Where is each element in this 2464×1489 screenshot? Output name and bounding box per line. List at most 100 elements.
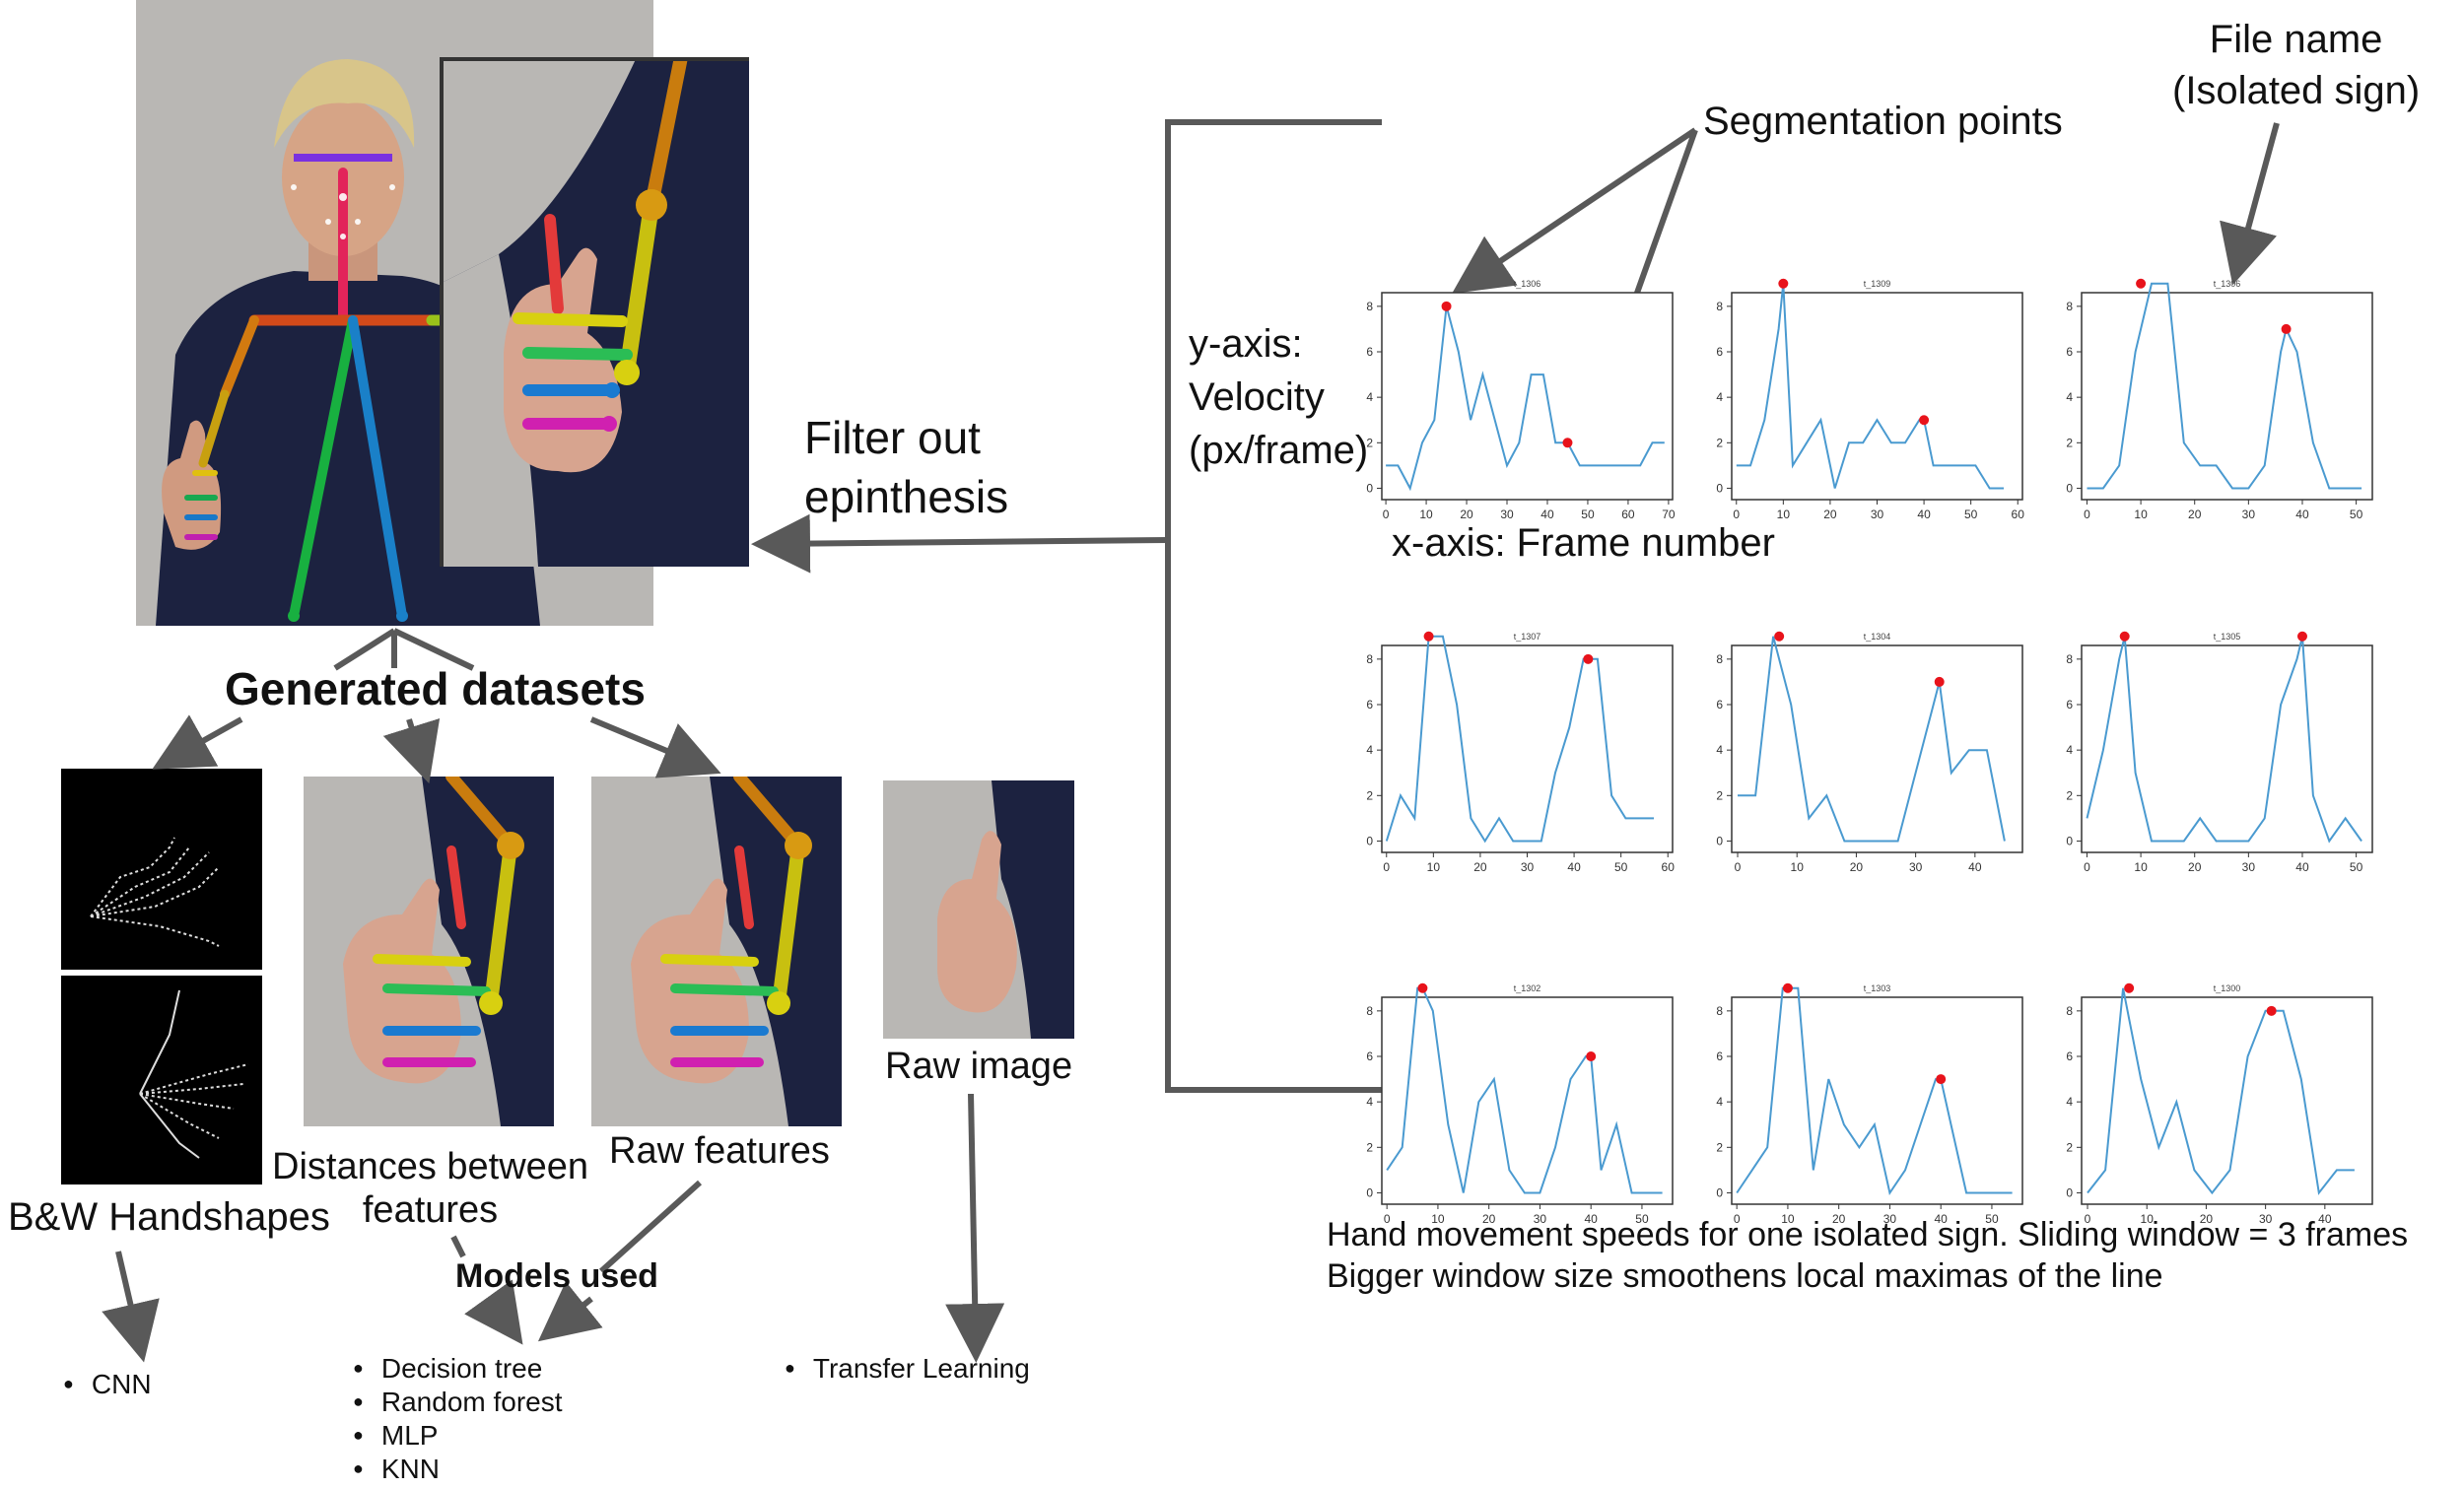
x-tick-label: 10 [2141,1212,2155,1226]
segmentation-point [1934,676,1945,687]
x-tick-label: 30 [1500,508,1514,521]
chart-title: t_1300 [2214,983,2241,993]
y-tick-label: 6 [1716,1049,1723,1063]
model-mlp: MLP [353,1419,439,1455]
x-tick-label: 20 [1473,860,1487,874]
y-tick-label: 8 [2066,1004,2073,1018]
chart-title: t_1307 [1514,632,1541,642]
y-tick-label: 4 [2066,1095,2073,1109]
segmentation-points-annotation: Segmentation points [1703,100,2063,143]
segmentation-point [2281,323,2292,334]
chart-frame [1731,292,2023,501]
y-tick-label: 4 [1716,743,1723,757]
x-tick-label: 30 [1909,860,1923,874]
x-tick-label: 50 [1985,1212,1999,1226]
bw-handshape-image-2 [61,976,262,1184]
chart-title: t_1302 [1514,983,1541,993]
caption-line-1: Hand movement speeds for one isolated si… [1327,1216,2409,1253]
model-knn: KNN [353,1453,440,1489]
segmentation-point [1423,631,1434,642]
models-used-heading: Models used [455,1257,658,1295]
bw-handshape-image-1 [61,769,262,970]
distances-label: Distances between features [272,1146,589,1231]
chart-title: t_1309 [1864,279,1891,289]
chart-title: t_1305 [2214,632,2241,642]
x-tick-label: 10 [1777,508,1791,521]
distances-image [304,777,554,1126]
x-tick-label: 20 [1482,1212,1496,1226]
x-tick-label: 20 [1460,508,1473,521]
x-tick-label: 20 [2188,860,2202,874]
segmentation-point [1417,982,1428,993]
x-tick-label: 50 [2350,860,2363,874]
x-tick-label: 20 [1850,860,1864,874]
y-tick-label: 0 [1366,1185,1373,1199]
raw-image-label: Raw image [885,1046,1073,1087]
x-tick-label: 0 [1384,1212,1391,1226]
segmentation-point [1919,415,1930,426]
y-tick-label: 0 [1716,834,1723,847]
x-tick-label: 40 [1567,860,1581,874]
x-tick-label: 0 [2084,508,2090,521]
segmentation-point [1774,631,1785,642]
y-tick-label: 4 [2066,743,2073,757]
x-tick-label: 60 [2012,508,2025,521]
y-tick-label: 2 [1716,1140,1723,1154]
y-tick-label: 2 [1716,436,1723,449]
y-tick-label: 2 [1366,788,1373,802]
caption-line-2: Bigger window size smoothens local maxim… [1327,1257,2163,1295]
y-tick-label: 0 [1716,481,1723,495]
chart-title: t_1303 [1864,983,1891,993]
y-tick-label: 8 [1716,652,1723,666]
chart-frame [1731,996,2023,1205]
x-tick-label: 40 [2318,1212,2332,1226]
file-name-annotation: File name (Isolated sign) [2172,18,2421,112]
x-tick-label: 30 [2242,860,2256,874]
x-tick-label: 20 [1823,508,1837,521]
segmentation-point [1936,1074,1947,1085]
chart-frame [2081,644,2373,853]
velocity-series-line [1386,305,1665,492]
y-tick-label: 0 [2066,834,2073,847]
velocity-series-line [1738,636,2006,843]
raw-image [883,780,1074,1039]
x-tick-label: 0 [1735,860,1742,874]
chart-frame [2081,292,2373,501]
model-cnn: CNN [63,1368,152,1404]
x-tick-label: 10 [1431,1212,1445,1226]
y-tick-label: 4 [2066,390,2073,404]
segmentation-point [1586,1051,1597,1061]
y-tick-label: 6 [2066,345,2073,359]
model-random-forest: Random forest [353,1386,563,1422]
x-tick-label: 30 [1534,1212,1547,1226]
chart-frame [2081,996,2373,1205]
x-tick-label: 30 [1883,1212,1897,1226]
y-tick-label: 2 [1366,436,1373,449]
x-tick-label: 0 [2085,1212,2091,1226]
segmentation-point [2124,982,2135,993]
x-tick-label: 50 [1964,508,1978,521]
chart-title: t_1304 [1864,632,1891,642]
x-tick-label: 50 [2350,508,2363,521]
x-tick-label: 40 [1917,508,1931,521]
y-tick-label: 4 [1366,390,1373,404]
y-tick-label: 8 [1716,300,1723,313]
chart-title: t_1306 [1514,279,1541,289]
raw-features-label: Raw features [609,1130,830,1172]
x-axis-annotation: x-axis: Frame number [1392,521,1775,565]
velocity-series-line [1736,283,2004,490]
x-tick-label: 50 [1614,860,1628,874]
zoomed-hand-inset [440,57,749,567]
x-tick-label: 40 [1968,860,1982,874]
x-tick-label: 10 [1781,1212,1795,1226]
generated-datasets-heading: Generated datasets [225,663,646,714]
x-tick-label: 30 [2242,508,2256,521]
y-tick-label: 2 [1366,1140,1373,1154]
x-tick-label: 40 [2295,860,2309,874]
segmentation-point [2119,631,2130,642]
y-tick-label: 0 [2066,481,2073,495]
x-tick-label: 40 [2295,508,2309,521]
y-tick-label: 6 [1366,345,1373,359]
y-tick-label: 6 [1716,345,1723,359]
